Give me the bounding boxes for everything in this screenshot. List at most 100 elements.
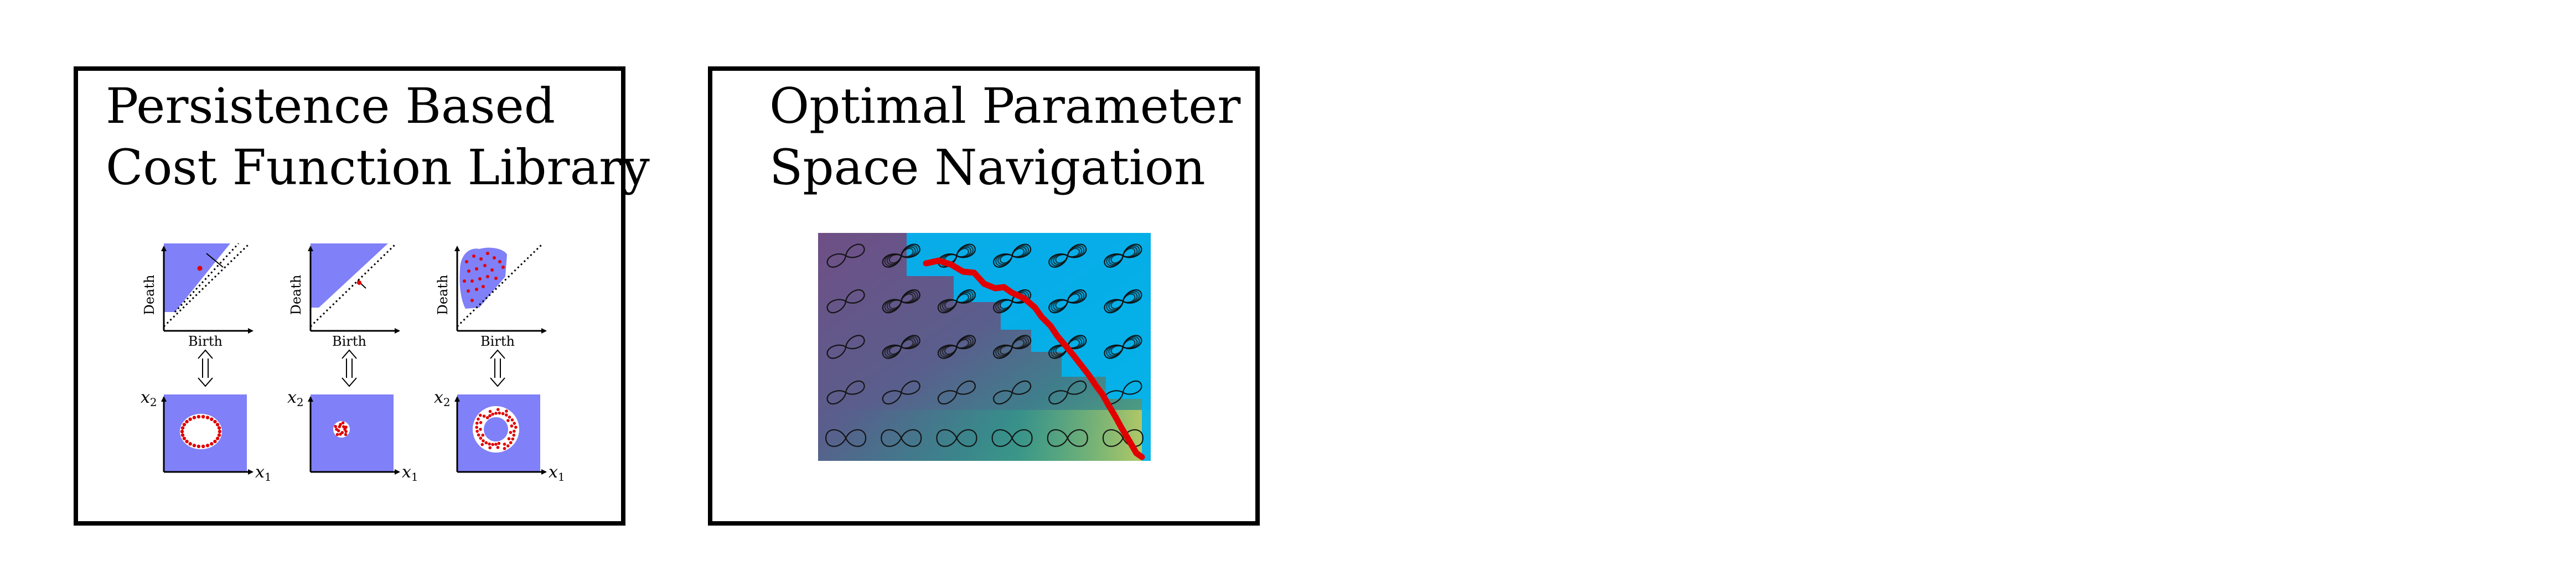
point xyxy=(475,422,479,425)
point xyxy=(192,444,196,448)
point xyxy=(504,417,508,420)
blob-points xyxy=(334,421,348,437)
point xyxy=(477,440,481,444)
library-title-line1: Persistence Based xyxy=(106,77,556,134)
point xyxy=(215,423,220,427)
point-cloud-plot-1: x2 x1 xyxy=(141,388,272,484)
point xyxy=(510,418,514,422)
point xyxy=(510,424,514,428)
orbit-glyph xyxy=(993,243,1032,268)
point xyxy=(334,424,337,428)
point xyxy=(479,437,483,440)
x2-axis-label: x2 xyxy=(287,388,304,409)
map-bottom-tint xyxy=(818,410,1151,461)
ring-inner xyxy=(484,417,508,441)
orbit-glyph xyxy=(937,380,976,405)
death-region xyxy=(164,243,230,312)
point xyxy=(508,415,511,419)
point xyxy=(479,420,483,424)
point xyxy=(339,432,342,436)
persistence-point xyxy=(357,280,361,285)
point xyxy=(335,428,338,431)
point xyxy=(196,444,201,449)
point xyxy=(511,437,515,441)
death-axis-label: Death xyxy=(288,275,304,315)
point xyxy=(488,414,492,418)
point xyxy=(477,417,480,421)
point-cloud-plot-3: x2 x1 xyxy=(434,388,565,484)
orbit-glyph xyxy=(937,335,976,359)
point xyxy=(500,408,504,412)
point xyxy=(506,444,510,448)
death-axis-label: Death xyxy=(142,275,157,315)
point xyxy=(477,433,480,437)
birth-axis-label: Birth xyxy=(332,334,366,349)
point xyxy=(205,444,210,448)
point xyxy=(492,446,496,450)
point xyxy=(482,414,486,418)
point xyxy=(217,426,221,430)
point xyxy=(180,426,185,430)
orbit-glyph xyxy=(1104,243,1142,268)
point xyxy=(201,444,205,449)
persistence-diagrams-figure: Death Birth Death Birth xyxy=(141,242,565,484)
orbit-glyph-grid xyxy=(825,243,1144,447)
point xyxy=(479,428,482,431)
point xyxy=(188,417,192,421)
point xyxy=(344,430,348,433)
point xyxy=(185,439,189,444)
point xyxy=(491,443,494,446)
point xyxy=(482,439,485,443)
orbit-glyph xyxy=(1102,429,1144,447)
point xyxy=(498,411,501,415)
point xyxy=(185,419,189,424)
point xyxy=(215,437,220,440)
point xyxy=(188,442,192,446)
orbit-glyph xyxy=(1048,380,1087,405)
point xyxy=(506,419,510,422)
orbit-glyph xyxy=(993,335,1032,359)
point xyxy=(180,429,184,434)
point xyxy=(335,433,339,437)
point xyxy=(344,425,348,429)
up-down-double-arrow-icon xyxy=(342,349,357,387)
point xyxy=(478,424,482,428)
orbit-glyph xyxy=(826,380,865,405)
ring-white xyxy=(180,414,222,449)
point xyxy=(512,433,516,437)
point xyxy=(205,415,210,419)
library-title-line2: Cost Function Library xyxy=(106,139,650,196)
point xyxy=(342,425,345,429)
orbit-glyph xyxy=(937,289,976,314)
parameter-space-map xyxy=(818,233,1151,461)
point xyxy=(475,425,478,429)
navigation-title-line2: Space Navigation xyxy=(769,139,1206,196)
x1-axis-label: x1 xyxy=(549,463,565,484)
point xyxy=(201,414,205,419)
orbit-glyph xyxy=(993,380,1032,405)
point-cloud-background xyxy=(311,394,394,472)
point xyxy=(500,444,503,448)
orbit-glyph xyxy=(1104,335,1142,359)
point xyxy=(505,440,509,444)
orbit-glyph xyxy=(991,429,1033,447)
point xyxy=(344,433,348,437)
birth-axis-label: Birth xyxy=(188,334,223,349)
point xyxy=(218,429,222,434)
point xyxy=(492,408,496,412)
persistence-bar xyxy=(206,253,224,268)
point xyxy=(514,425,518,429)
point xyxy=(488,409,492,413)
point xyxy=(478,413,482,417)
point xyxy=(497,441,501,445)
persistence-point xyxy=(197,266,203,271)
death-region xyxy=(311,243,388,308)
orbit-glyph xyxy=(1104,289,1142,314)
point xyxy=(480,417,484,421)
point xyxy=(479,430,483,434)
parameter-space-navigation-panel: Optimal Parameter Space Navigation xyxy=(708,66,1260,526)
point xyxy=(341,421,345,425)
point-cloud-plot-2: x2 x1 xyxy=(287,388,418,484)
point-cloud-region xyxy=(459,247,507,309)
point xyxy=(484,441,488,445)
